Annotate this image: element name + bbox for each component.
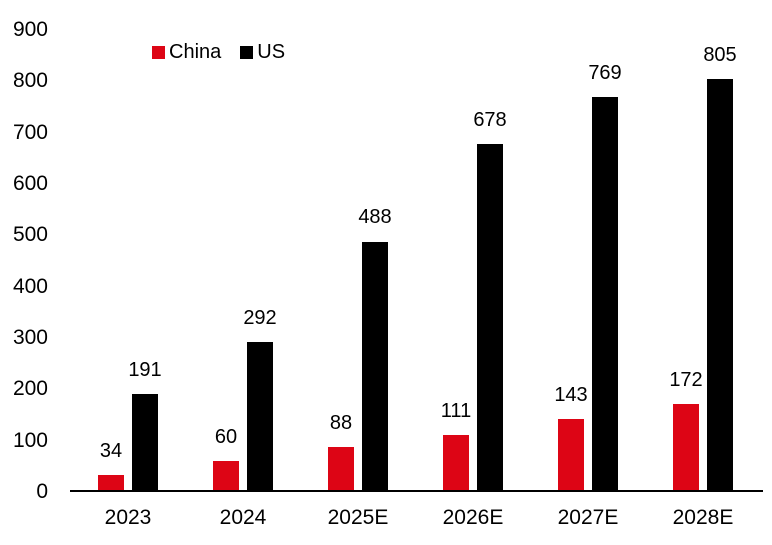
bar-us-2027e — [592, 97, 618, 492]
value-label-china-2025e: 88 — [329, 411, 353, 434]
x-axis-label-2025e: 2025E — [327, 506, 389, 529]
y-tick-label-200: 200 — [12, 377, 48, 401]
bar-china-2024 — [213, 461, 239, 492]
value-label-china-2026e: 111 — [440, 400, 472, 423]
x-axis-label-2024: 2024 — [219, 506, 267, 529]
x-axis-label-2023: 2023 — [104, 506, 152, 529]
bar-us-2023 — [132, 393, 158, 492]
x-axis-line — [70, 490, 763, 492]
bar-china-2027e — [558, 418, 584, 492]
y-tick-label-700: 700 — [12, 120, 48, 144]
y-tick-label-100: 100 — [12, 428, 48, 452]
value-label-us-2024: 292 — [243, 307, 277, 330]
y-tick-label-800: 800 — [12, 69, 48, 93]
china-legend-label: China — [169, 41, 222, 63]
x-axis-label-2028e: 2028E — [672, 506, 734, 529]
bar-us-2025e — [362, 241, 388, 492]
value-label-us-2025e: 488 — [358, 206, 392, 229]
y-tick-label-600: 600 — [12, 172, 48, 195]
x-axis-label-2027e: 2027E — [557, 506, 619, 529]
legend-item-china: China — [152, 42, 221, 62]
y-tick-label-500: 500 — [12, 223, 48, 247]
y-tick-label-400: 400 — [12, 274, 48, 298]
us-legend-swatch — [240, 45, 254, 59]
legend: China US — [152, 42, 285, 62]
value-label-us-2027e: 769 — [588, 62, 622, 85]
y-tick-label-900: 900 — [12, 18, 48, 41]
bar-china-2025e — [328, 446, 354, 492]
bar-us-2024 — [247, 342, 273, 492]
bar-us-2028e — [707, 78, 733, 492]
bar-china-2026e — [443, 435, 469, 492]
value-label-china-2023: 34 — [99, 439, 123, 462]
value-label-china-2028e: 172 — [669, 368, 703, 391]
value-label-us-2023: 191 — [128, 358, 162, 381]
china-legend-swatch — [152, 45, 165, 59]
value-label-us-2028e: 805 — [703, 43, 737, 66]
legend-item-us: US — [240, 42, 285, 62]
y-tick-label-300: 300 — [12, 326, 48, 349]
y-tick-label-0: 0 — [36, 480, 48, 503]
value-label-china-2024: 60 — [214, 426, 238, 449]
bar-us-2026e — [477, 143, 503, 492]
value-label-us-2026e: 678 — [473, 108, 507, 131]
value-label-china-2027e: 143 — [554, 383, 588, 406]
x-axis-label-2026e: 2026E — [442, 506, 504, 529]
bar-china-2023 — [98, 474, 124, 492]
bar-china-2028e — [673, 403, 699, 492]
us-legend-label: US — [257, 41, 286, 63]
